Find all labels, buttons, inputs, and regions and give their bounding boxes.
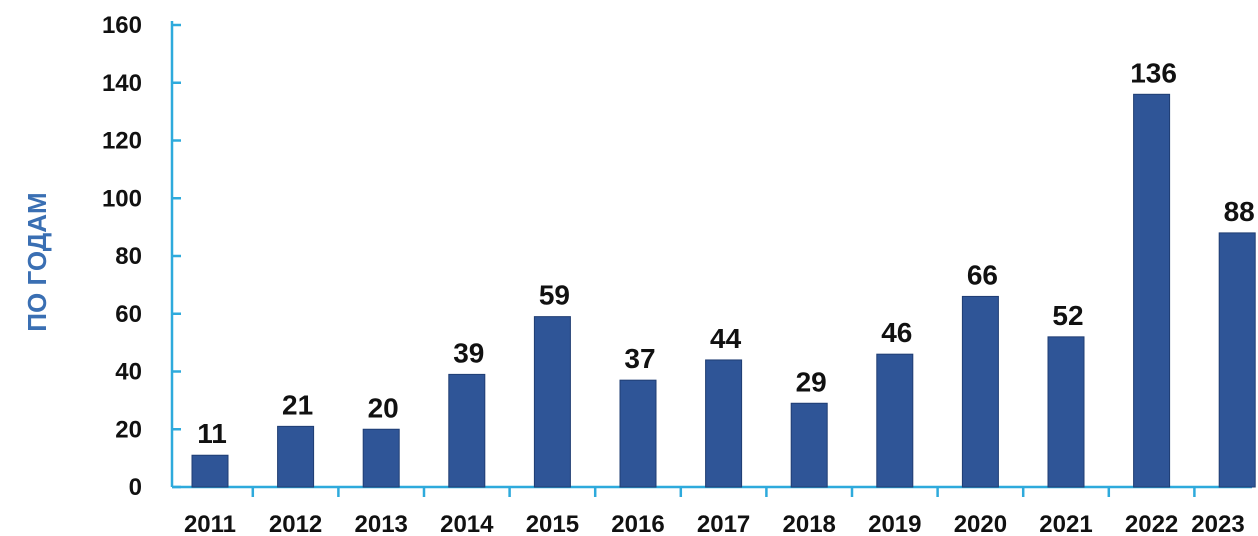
bar-value-label: 11 — [197, 418, 227, 449]
bar-value-label: 37 — [624, 343, 655, 374]
bar — [1047, 336, 1085, 488]
bars — [191, 93, 1256, 488]
x-tick-label: 2014 — [440, 511, 494, 536]
bar — [619, 379, 657, 488]
x-tick-label: 2013 — [355, 511, 408, 536]
bar — [191, 454, 229, 488]
bar-value-label: 59 — [539, 280, 570, 311]
y-tick-label: 20 — [115, 416, 142, 443]
x-tick-label: 2021 — [1039, 511, 1092, 536]
x-tick-label: 2017 — [697, 511, 750, 536]
bar-value-label: 136 — [1130, 57, 1177, 88]
y-tick-label: 40 — [115, 359, 142, 386]
y-tick-label: 100 — [102, 185, 142, 212]
x-tick-label: 2020 — [954, 511, 1007, 536]
bar — [790, 402, 828, 488]
y-tick-label: 80 — [115, 243, 142, 270]
bar-value-label: 21 — [282, 389, 313, 420]
y-axis: 0 20 40 60 80 100 120 140 160 — [102, 12, 181, 501]
bar-value-label: 29 — [796, 366, 827, 397]
x-tick-label: 2012 — [269, 511, 322, 536]
x-axis: 2011 2012 2013 2014 2015 2016 2017 2018 2019 2020… — [172, 485, 1252, 536]
x-tick-label: 2018 — [783, 511, 836, 536]
y-tick-label: 60 — [115, 301, 142, 328]
bar — [362, 428, 400, 488]
bar — [876, 353, 914, 488]
data-labels: 11 21 20 39 59 37 44 29 46 66 52 136 88 — [197, 57, 1255, 449]
y-tick-label: 140 — [102, 70, 142, 97]
bar-value-label: 66 — [967, 259, 998, 290]
x-tick-label: 2023 — [1191, 511, 1244, 536]
bar-value-label: 39 — [453, 337, 484, 368]
x-tick-label: 2019 — [868, 511, 921, 536]
y-tick-label: 160 — [102, 12, 142, 39]
bar — [705, 359, 743, 488]
y-axis-title: ПО ГОДАМ — [22, 192, 52, 331]
x-tick-label: 2015 — [526, 511, 579, 536]
bar-value-label: 52 — [1052, 300, 1083, 331]
bar — [448, 373, 486, 488]
bar-value-label: 46 — [881, 317, 912, 348]
bar-value-label: 44 — [710, 323, 742, 354]
bar — [277, 425, 315, 488]
x-tick-label: 2016 — [611, 511, 664, 536]
bar — [1218, 232, 1256, 488]
bar — [1133, 93, 1171, 488]
y-tick-label: 0 — [129, 474, 142, 501]
bar — [533, 316, 571, 488]
y-tick-label: 120 — [102, 128, 142, 155]
bar-value-label: 88 — [1224, 196, 1255, 227]
x-tick-label: 2011 — [184, 511, 236, 536]
bar — [961, 295, 999, 488]
bar-value-label: 20 — [368, 392, 399, 423]
x-tick-label: 2022 — [1125, 511, 1178, 536]
